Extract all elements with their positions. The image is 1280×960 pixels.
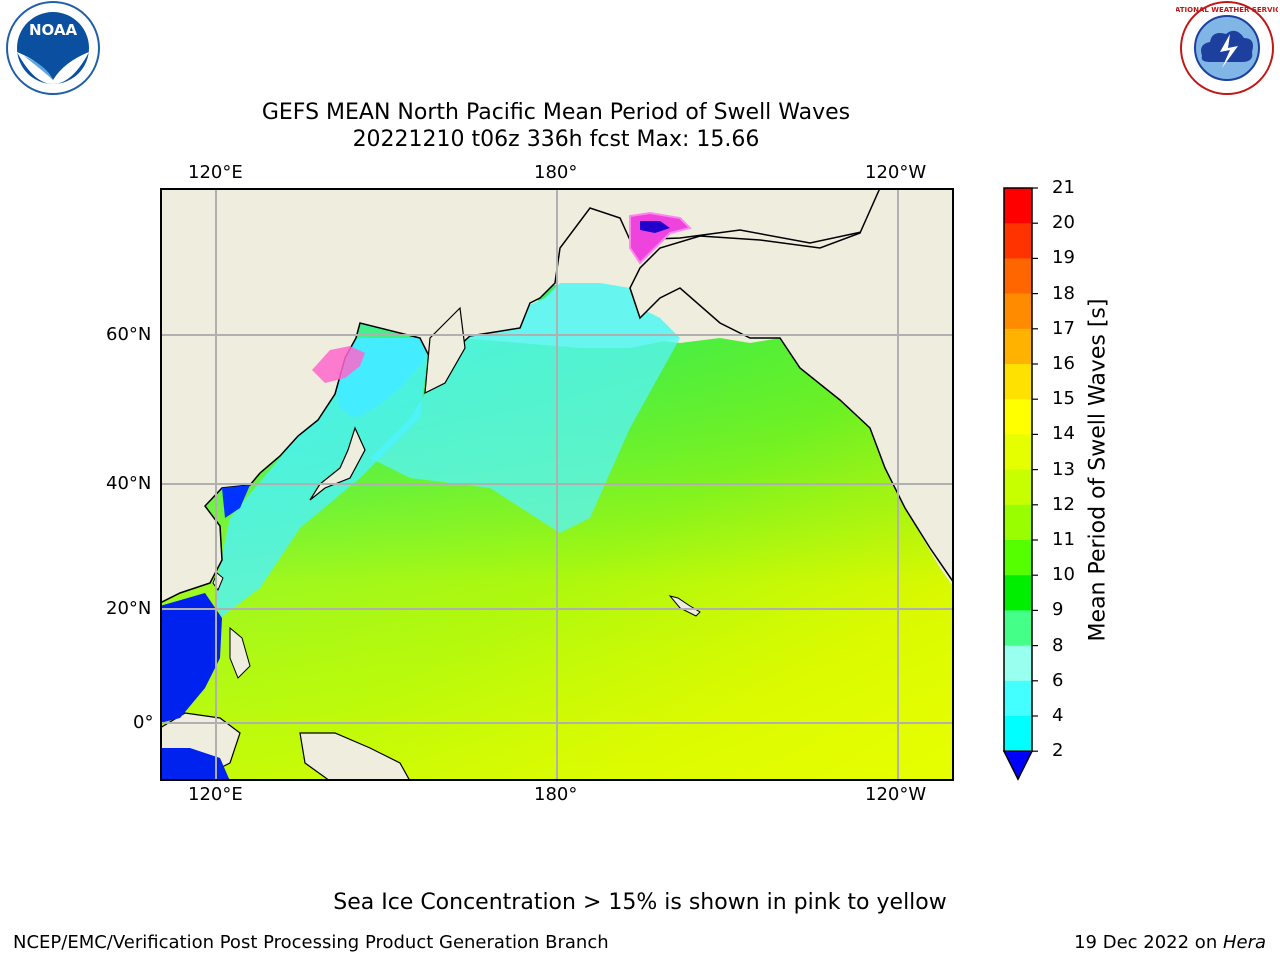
japan [309, 426, 366, 501]
lon-tick-top-180: 180° [534, 162, 578, 183]
sea-ice-note: Sea Ice Concentration > 15% is shown in … [333, 890, 947, 915]
colorbar-label: Mean Period of Swell Waves [s] [1085, 298, 1111, 642]
colorbar-segment [1004, 540, 1032, 576]
lon-tick-top-120w: 120°W [865, 162, 927, 183]
lat-tick-0: 0° [133, 712, 154, 733]
colorbar-tick-label: 21 [1052, 177, 1075, 198]
colorbar-segment [1004, 469, 1032, 506]
colorbar-tick-label: 13 [1052, 458, 1075, 480]
colorbar-tick-label: 17 [1052, 317, 1075, 339]
sea-ice-okhotsk [312, 346, 365, 383]
colorbar-extend-arrow [1002, 750, 1034, 781]
colorbar-segment [1004, 188, 1032, 224]
kamchatka [424, 306, 466, 395]
colorbar-tick-label: 4 [1052, 705, 1064, 726]
machine-name: Hera [1222, 932, 1266, 953]
colorbar-segment [1004, 716, 1032, 752]
graticule [160, 188, 954, 781]
lon-tick-top-120e: 120°E [188, 162, 243, 183]
date-text: 19 Dec 2022 on Hera [1074, 932, 1266, 953]
national-weather-service-logo: NATIONAL WEATHER SERVICE [1176, 1, 1278, 95]
low-period-zone [160, 593, 222, 723]
noaa-logo: NOAA [6, 1, 100, 95]
map-border [160, 188, 954, 781]
colorbar-segment [1004, 328, 1032, 365]
colorbar-segment [1004, 364, 1032, 400]
lon-tick-bottom-120e: 120°E [188, 784, 243, 805]
colorbar-tick-label: 8 [1052, 634, 1064, 656]
colorbar-segment [1004, 258, 1032, 295]
colorbar-segment [1004, 399, 1032, 435]
lon-tick-bottom-120w: 120°W [865, 784, 927, 805]
colorbar-tick-label: 14 [1052, 423, 1075, 445]
colorbar [1002, 187, 1038, 781]
colorbar-tick-label: 12 [1052, 493, 1075, 515]
cyan-west [215, 338, 430, 618]
title-line-1: GEFS MEAN North Pacific Mean Period of S… [261, 100, 851, 125]
noaa-logo-text: NOAA [29, 21, 78, 39]
colorbar-tick-label: 6 [1052, 669, 1064, 691]
map-panel [160, 188, 954, 781]
colorbar-tick-label: 18 [1052, 282, 1075, 304]
colorbar-segment [1004, 680, 1032, 717]
colorbar-tick-label: 9 [1052, 599, 1064, 621]
nws-logo-text: NATIONAL WEATHER SERVICE [1176, 6, 1278, 14]
title-line-2: 20221210 t06z 336h fcst Max: 15.66 [352, 127, 760, 152]
colorbar-tick-label: 20 [1052, 212, 1075, 234]
colorbar-segment [1004, 610, 1032, 647]
lat-tick-40n: 40°N [106, 473, 152, 494]
colorbar-segment [1004, 434, 1032, 471]
colorbar-tick-label: 10 [1052, 564, 1075, 586]
colorbar-tick-label: 19 [1052, 247, 1075, 269]
low-period-zone-china [222, 485, 250, 518]
north-america-landmass [629, 188, 954, 585]
colorbar-segment [1004, 293, 1032, 330]
colorbar-tick-label: 2 [1052, 740, 1064, 762]
colorbar-tick-label: 11 [1052, 529, 1075, 550]
lat-tick-60n: 60°N [106, 324, 152, 345]
colorbar-segment [1004, 645, 1032, 682]
lat-tick-20n: 20°N [106, 598, 152, 619]
bering-sea [460, 283, 680, 348]
colorbar-segment [1004, 575, 1032, 611]
colorbar-tick-label: 16 [1052, 353, 1075, 374]
low-period-zone-south [160, 748, 230, 781]
philippines [229, 626, 251, 679]
credit-text: NCEP/EMC/Verification Post Processing Pr… [13, 932, 609, 953]
date-prefix: 19 Dec 2022 on [1074, 932, 1223, 953]
lon-tick-bottom-180: 180° [534, 784, 578, 805]
sea-ice-chukchi-core [640, 221, 670, 233]
colorbar-segment [1004, 504, 1032, 541]
new-guinea [299, 732, 411, 781]
colorbar-segment [1004, 223, 1032, 259]
colorbar-tick-label: 15 [1052, 388, 1075, 410]
